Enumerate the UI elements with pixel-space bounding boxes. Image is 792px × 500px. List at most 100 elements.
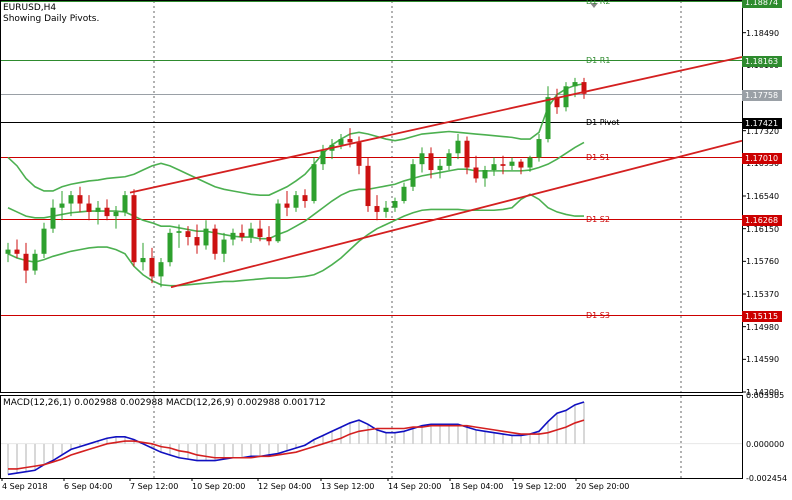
bollinger-middle-band	[7, 141, 585, 240]
candle-body	[347, 139, 353, 143]
candle-body	[275, 203, 281, 242]
pivot-price-box: 1.16268	[742, 214, 782, 226]
candle-body	[86, 203, 92, 212]
candle-body	[518, 161, 524, 168]
time-tick-label: 13 Sep 12:00	[321, 482, 375, 491]
scroll-marker-icon	[590, 3, 598, 8]
candle-body	[41, 228, 47, 254]
macd-label: MACD(12,26,1) 0.002988 0.002988 MACD(12,…	[3, 398, 326, 408]
price-tick-label: 1.18490	[746, 28, 780, 38]
candle-body	[527, 157, 533, 168]
candle-body	[5, 249, 11, 254]
candle-body	[554, 97, 560, 108]
time-tick-label: 4 Sep 2018	[2, 482, 48, 491]
time-tick-label: 18 Sep 04:00	[450, 482, 504, 491]
price-panel-frame	[0, 0, 743, 393]
candle-body	[410, 164, 416, 187]
symbol-label: EURUSD,H4	[3, 3, 57, 13]
candle-body	[302, 195, 308, 202]
candle-body	[140, 257, 146, 263]
candle-body	[149, 257, 155, 277]
time-tick-label: 6 Sep 04:00	[64, 482, 113, 491]
candle-body	[320, 150, 326, 165]
price-tick-label: 1.17320	[746, 126, 780, 136]
price-tick-label: 1.14200	[746, 388, 780, 397]
pivot-label: D1 S1	[586, 152, 610, 162]
candle-body	[446, 153, 452, 166]
pivot-price-box: 1.17010	[742, 152, 782, 164]
candle-body	[185, 231, 191, 238]
candle-body	[311, 164, 317, 202]
candle-body	[545, 97, 551, 140]
candle-body	[437, 165, 443, 171]
channel-upper-line	[129, 56, 743, 194]
candle-body	[500, 164, 506, 166]
candle-body	[50, 207, 56, 229]
candle-body	[248, 228, 254, 238]
candle-body	[419, 153, 425, 165]
candle-body	[284, 203, 290, 208]
candle-body	[158, 262, 164, 277]
time-tick-label: 20 Sep 20:00	[576, 482, 630, 491]
candle-body	[401, 186, 407, 202]
candle-body	[509, 161, 515, 166]
price-tick-label: 1.15370	[746, 290, 780, 299]
pivot-price-box: 1.18163	[742, 55, 782, 67]
price-tick-label: 1.16540	[746, 192, 780, 201]
time-tick-label: 7 Sep 12:00	[130, 482, 179, 491]
time-tick-label: 12 Sep 04:00	[258, 482, 312, 491]
candle-body	[581, 82, 587, 94]
candle-body	[212, 228, 218, 254]
candle-body	[266, 237, 272, 242]
candle-body	[203, 228, 209, 246]
candle-body	[482, 170, 488, 179]
candle-body	[230, 232, 236, 240]
macd-main-line	[7, 401, 585, 476]
candle-body	[77, 195, 83, 204]
candle-body	[455, 140, 461, 154]
pivot-price-box: 1.18874	[742, 0, 782, 8]
current-price-box: 1.17758	[742, 89, 782, 101]
bollinger-lower-band	[7, 193, 584, 287]
candle-body	[536, 139, 542, 158]
candle-body	[383, 207, 389, 212]
time-tick-label: 10 Sep 20:00	[192, 482, 246, 491]
candle-body	[14, 249, 20, 254]
channel-lower-line	[170, 139, 743, 289]
candle-body	[338, 139, 344, 145]
price-tick-label: 1.16930	[746, 159, 780, 169]
price-tick-label: 1.15760	[746, 257, 780, 267]
price-tick-label: 1.16150	[746, 224, 780, 234]
candle-body	[194, 237, 200, 246]
candle-body	[428, 153, 434, 171]
pivot-price-box: 1.15115	[742, 310, 782, 322]
candle-body	[176, 231, 182, 233]
candle-body	[293, 195, 299, 208]
candle-body	[491, 164, 497, 171]
candle-body	[392, 201, 398, 208]
time-tick-label: 14 Sep 20:00	[388, 482, 442, 491]
candle-body	[122, 195, 128, 212]
candle-body	[374, 206, 380, 212]
candle-body	[95, 207, 101, 212]
candle-body	[239, 232, 245, 238]
candle-body	[59, 203, 65, 208]
candle-body	[221, 239, 227, 254]
macd-tick-label: 0.003505	[746, 391, 785, 400]
bollinger-upper-band	[7, 82, 585, 196]
macd-signal-line	[8, 419, 585, 470]
candle-body	[113, 211, 119, 217]
candle-body	[464, 140, 470, 168]
candle-body	[257, 228, 263, 238]
candle-body	[356, 142, 362, 166]
macd-tick-label: 0.000000	[746, 439, 785, 449]
candle-body	[131, 195, 137, 263]
candle-body	[167, 232, 173, 263]
pivot-label: D1 S3	[586, 310, 610, 320]
pivot-price-box: 1.17421	[742, 117, 782, 129]
candle-body	[365, 165, 371, 207]
pivot-label: D1 R2	[586, 0, 611, 6]
pivot-caption: Showing Daily Pivots.	[3, 14, 100, 24]
